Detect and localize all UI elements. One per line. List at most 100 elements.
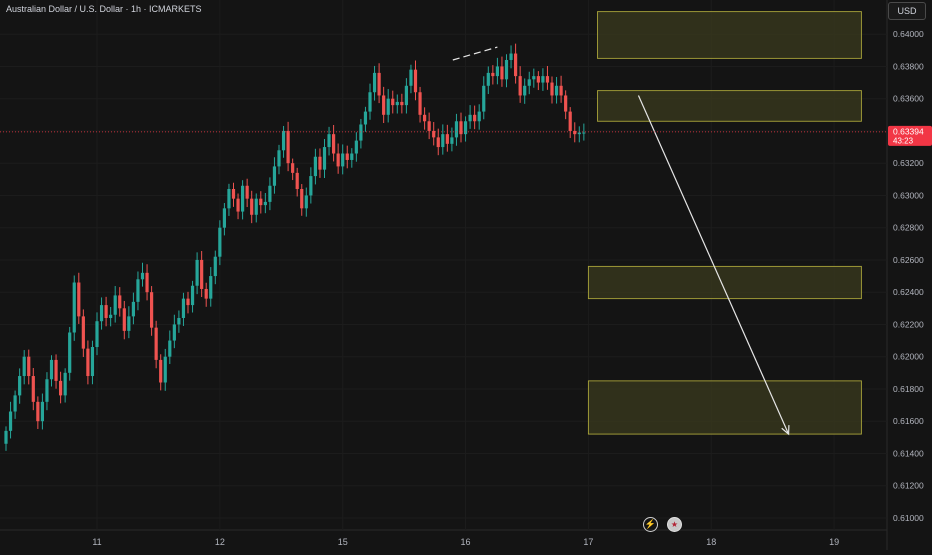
supply-demand-zone xyxy=(587,265,862,300)
candle xyxy=(177,310,181,333)
candle xyxy=(473,105,477,130)
candle xyxy=(18,368,22,404)
candle-body xyxy=(332,134,336,154)
candle xyxy=(281,125,286,158)
candle-body xyxy=(4,430,8,444)
candle xyxy=(391,90,395,114)
candle xyxy=(131,292,135,325)
candle-body xyxy=(436,137,440,148)
candle xyxy=(500,56,504,87)
candle xyxy=(514,43,518,84)
symbol-title: Australian Dollar / U.S. Dollar · 1h · I… xyxy=(6,4,202,14)
candle-body xyxy=(322,147,327,170)
x-tick-label: 16 xyxy=(461,537,471,547)
candle xyxy=(482,76,486,120)
candle xyxy=(49,355,54,387)
dashed-trendline xyxy=(452,46,498,61)
candle xyxy=(372,65,377,101)
currency-selector[interactable]: USD xyxy=(888,2,926,20)
candle-body xyxy=(281,130,286,151)
candle-body xyxy=(209,276,213,299)
candle xyxy=(359,118,363,149)
candle-body xyxy=(54,359,58,381)
candle xyxy=(341,144,345,175)
candle-body xyxy=(118,295,122,309)
candle xyxy=(150,286,154,336)
candle-body xyxy=(318,156,322,170)
candle xyxy=(477,104,481,130)
candle-body xyxy=(27,356,31,377)
x-tick-label: 19 xyxy=(829,537,839,547)
candle-body xyxy=(382,95,386,115)
candle xyxy=(409,64,413,94)
x-tick-label: 15 xyxy=(338,537,348,547)
candle-body xyxy=(104,305,108,318)
y-tick-label: 0.61200 xyxy=(893,481,924,491)
candle-body xyxy=(86,348,90,377)
candle-body xyxy=(172,324,176,341)
candle-body xyxy=(154,327,158,360)
y-tick-label: 0.61600 xyxy=(893,416,924,426)
candle-body xyxy=(31,376,35,402)
candle-body xyxy=(150,292,154,328)
candle-body xyxy=(427,121,431,131)
candle xyxy=(36,396,40,429)
candle-body xyxy=(568,111,572,131)
candle-body xyxy=(477,111,481,122)
candle-body xyxy=(391,98,395,106)
candle xyxy=(504,54,509,88)
candle-body xyxy=(77,282,81,317)
projection-arrow xyxy=(637,95,790,435)
candle xyxy=(559,75,563,103)
y-tick-label: 0.63200 xyxy=(893,158,924,168)
y-tick-label: 0.62400 xyxy=(893,287,924,297)
candle xyxy=(122,300,126,340)
candle xyxy=(445,124,449,152)
candle xyxy=(518,66,522,103)
candle-body xyxy=(495,66,499,77)
candle-body xyxy=(163,356,167,383)
candle xyxy=(272,157,277,194)
candle-body xyxy=(409,69,413,86)
candle xyxy=(582,123,586,141)
candle-body xyxy=(473,114,477,122)
candle xyxy=(241,180,245,220)
candle xyxy=(4,426,8,451)
candle-body xyxy=(13,395,17,412)
candle-body xyxy=(245,185,249,199)
y-tick-label: 0.62200 xyxy=(893,319,924,329)
y-tick-label: 0.62800 xyxy=(893,223,924,233)
us-flag-icon[interactable]: ★ xyxy=(667,517,682,532)
candle xyxy=(145,264,149,301)
candle-body xyxy=(109,314,113,318)
candle-body xyxy=(63,372,67,396)
candle xyxy=(350,148,354,168)
candle xyxy=(259,191,263,214)
lightning-icon[interactable]: ⚡ xyxy=(643,517,658,532)
candle-body xyxy=(8,411,13,431)
y-tick-label: 0.61800 xyxy=(893,384,924,394)
candle-body xyxy=(454,121,459,138)
last-price-tag xyxy=(888,125,932,146)
candle xyxy=(222,203,226,236)
candle-body xyxy=(341,153,345,167)
candle-body xyxy=(145,272,149,293)
candle xyxy=(136,271,140,311)
candle-body xyxy=(582,132,586,134)
candle xyxy=(40,393,44,430)
candle-body xyxy=(463,121,468,135)
candle-body xyxy=(550,82,554,96)
candle xyxy=(377,63,381,104)
candle-body xyxy=(564,95,568,112)
candle xyxy=(90,340,95,385)
y-tick-label: 0.63600 xyxy=(893,94,924,104)
candle-body xyxy=(354,140,358,154)
candle xyxy=(27,349,31,385)
candle-body xyxy=(213,256,217,277)
candle-body xyxy=(22,356,26,377)
candle xyxy=(550,76,554,104)
candle xyxy=(382,86,386,123)
candle-body xyxy=(72,282,76,333)
